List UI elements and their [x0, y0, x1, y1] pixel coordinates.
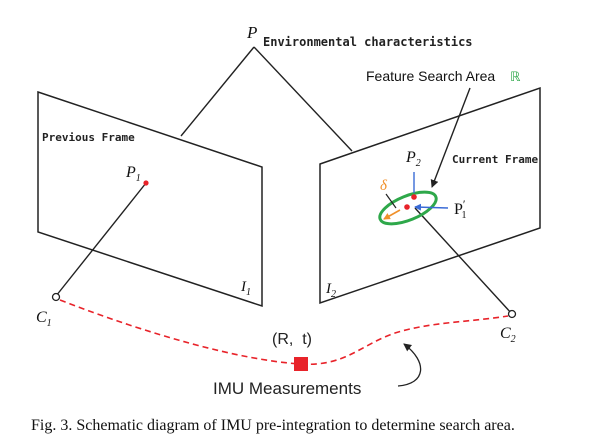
transform-label: (R, t)	[272, 331, 312, 348]
ray-p-to-previous-frame	[180, 46, 255, 137]
current-frame-plane	[319, 86, 541, 305]
imu-pointer-arrow	[397, 343, 422, 387]
imu-trajectory-path	[59, 299, 509, 366]
previous-frame-label: Previous Frame	[42, 131, 135, 144]
p1-projected-label: P′ 1	[454, 197, 467, 221]
camera-c1-marker	[51, 292, 61, 302]
current-frame-label: Current Frame	[452, 153, 538, 166]
feature-search-area-label: Feature Search Area	[366, 68, 495, 84]
p1-projected-pointer-arrow	[414, 203, 449, 211]
ray-c2-to-search-area	[414, 207, 513, 315]
delta-offset-arrow	[383, 209, 401, 220]
point-p2-dot	[411, 194, 417, 200]
point-p1-projected-dot	[404, 204, 410, 210]
i1-label: I1	[240, 279, 251, 298]
feature-search-area-ellipse	[378, 190, 438, 226]
search-area-pointer-arrow	[430, 87, 471, 188]
previous-frame-plane	[37, 90, 263, 308]
point-p1-dot	[143, 180, 149, 186]
environmental-characteristics-label: Environmental characteristics	[263, 35, 473, 49]
imu-pose-marker	[294, 357, 308, 371]
imu-measurements-label: IMU Measurements	[213, 379, 361, 398]
ray-p-to-current-frame	[253, 46, 353, 152]
feature-search-area-symbol: ℝ	[510, 69, 521, 84]
i2-label: I2	[325, 281, 336, 300]
ray-c1-to-p1	[55, 182, 147, 297]
point-p-label: P	[246, 23, 257, 42]
p1-label: P1	[125, 164, 141, 184]
delta-label: δ	[380, 178, 388, 194]
c1-label: C1	[36, 309, 52, 329]
c2-label: C2	[500, 325, 516, 345]
delta-pointer-line	[385, 193, 397, 209]
p2-label: P2	[405, 149, 421, 169]
figure-caption: Fig. 3. Schematic diagram of IMU pre-int…	[31, 417, 515, 434]
camera-c2-marker	[507, 309, 517, 319]
